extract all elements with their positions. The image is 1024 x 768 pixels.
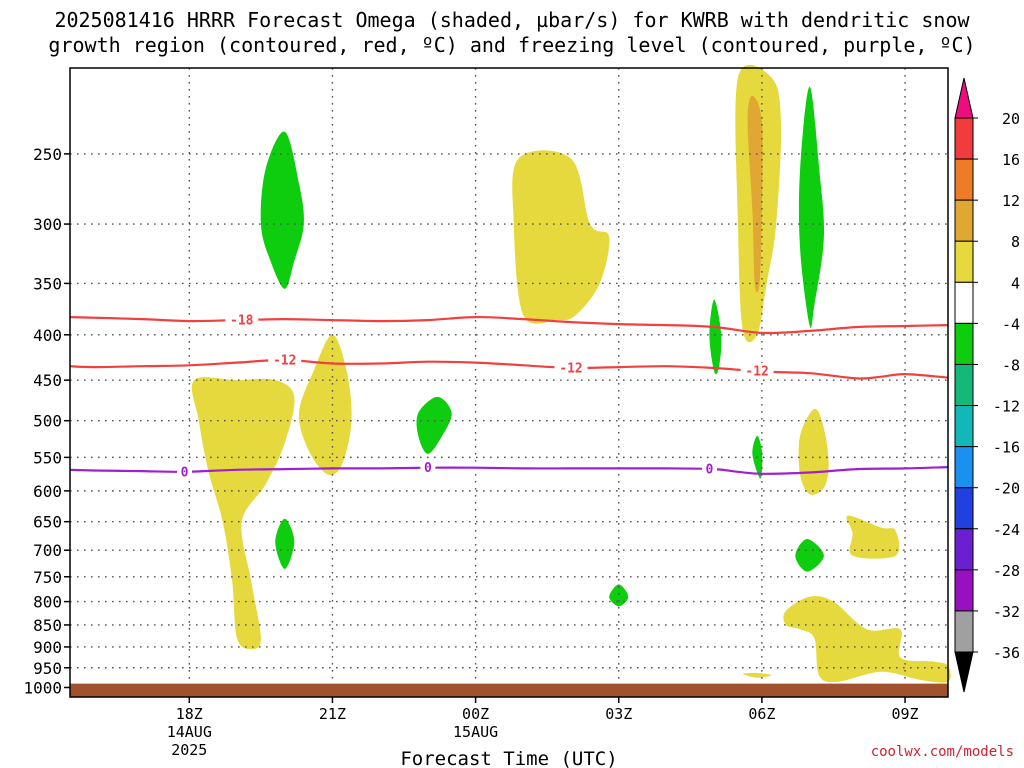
contour-label: 0 (705, 463, 713, 478)
x-tick-label: 03Z (605, 705, 632, 723)
contour-label: 0 (424, 461, 432, 476)
colorbar-swatch (954, 363, 974, 407)
omega-region (798, 86, 825, 328)
contour-label-bg (554, 359, 588, 376)
ground-band (70, 683, 948, 697)
omega-region (795, 539, 824, 572)
colorbar-top-arrow (954, 77, 974, 119)
y-tick-label: 650 (33, 513, 62, 532)
contour-label-bg (177, 463, 193, 480)
contour-label: 0 (181, 465, 189, 480)
axes: 250 300 350 400 450 500 550 600 650 700 750 800 850 9… (23, 67, 949, 768)
colorbar-label: -24 (993, 521, 1020, 539)
omega-region (709, 299, 722, 375)
contour-line (69, 466, 949, 475)
colorbar-label: 8 (1011, 233, 1020, 251)
colorbar-label: 4 (1011, 274, 1020, 292)
colorbar-bottom-arrow (954, 651, 974, 693)
chart-title: 2025081416 HRRR Forecast Omega (shaded, … (0, 8, 1024, 58)
ground-fill (70, 683, 948, 697)
y-tick-label: 450 (33, 371, 62, 390)
y-tick-label: 950 (33, 659, 62, 678)
colorbar-label: -16 (993, 439, 1020, 457)
colorbar-label: 20 (1002, 110, 1020, 128)
colorbar-label: -4 (1002, 315, 1020, 333)
omega-region (742, 672, 772, 678)
y-tick-label: 300 (33, 215, 62, 234)
y-tick-label: 700 (33, 541, 62, 560)
omega-region (191, 377, 295, 650)
contour-label-bg (420, 459, 436, 476)
y-tick-label: 250 (33, 145, 62, 164)
y-tick-label: 850 (33, 616, 62, 635)
contour-line (69, 358, 949, 380)
colorbar-swatch (954, 158, 974, 201)
x-tick-label: 09Z (892, 705, 919, 723)
omega-region (512, 150, 610, 324)
omega-region (275, 518, 295, 569)
x-tick-label: 06Z (748, 705, 775, 723)
colorbar-label: -12 (993, 398, 1020, 416)
colorbar-label: -36 (993, 644, 1020, 662)
omega-region (846, 515, 900, 559)
x-tick-label: 21Z (319, 705, 346, 723)
colorbar-label: -8 (1002, 356, 1020, 374)
contour-label: -12 (745, 365, 768, 380)
omega-region (416, 396, 452, 454)
omega-region (298, 334, 352, 476)
y-tick-label: 750 (33, 568, 62, 587)
colorbar-swatch (954, 528, 974, 571)
chart-title-line2: growth region (contoured, red, ºC) and f… (48, 33, 976, 57)
y-tick-label: 500 (33, 412, 62, 431)
colorbar-label: 12 (1002, 192, 1020, 210)
colorbar-swatch (954, 569, 974, 612)
x-tick-date: 15AUG (453, 723, 498, 741)
contour-label-bg (268, 351, 302, 368)
colorbar-swatch (954, 405, 974, 448)
contour-label-bg (225, 311, 259, 328)
contour-label: -12 (559, 361, 582, 376)
credit-text: coolwx.com/models (870, 744, 1014, 760)
contour-label-bg (740, 363, 774, 380)
omega-region (747, 95, 763, 293)
y-tick-label: 1000 (23, 678, 62, 697)
colorbar-swatch (954, 487, 974, 530)
y-tick-label: 900 (33, 638, 62, 657)
y-tick-label: 550 (33, 448, 62, 467)
colorbar-swatch (954, 446, 974, 489)
contour-label: -18 (230, 313, 254, 328)
x-tick-year: 2025 (171, 741, 207, 759)
chart-title-line1: 2025081416 HRRR Forecast Omega (shaded, … (54, 8, 970, 32)
omega-shading (191, 64, 951, 683)
omega-region (260, 131, 304, 289)
x-tick-label: 00Z (462, 705, 489, 723)
colorbar-label: -28 (993, 562, 1020, 580)
colorbar-label: 16 (1002, 151, 1020, 169)
colorbar: 20 16 12 8 4 -4 -8 -12 -16 -20 -24 -28 -32 -36 (954, 77, 1020, 693)
omega-region (609, 584, 629, 607)
colorbar-swatch (954, 610, 974, 653)
omega-region (798, 408, 829, 495)
contour-line (69, 315, 949, 335)
contours: -18 -12 -12 -12 0 0 0 (69, 311, 949, 480)
colorbar-label: -20 (993, 480, 1020, 498)
x-tick-date: 14AUG (167, 723, 212, 741)
y-tick-label: 600 (33, 482, 62, 501)
x-axis-label: Forecast Time (UTC) (400, 748, 617, 768)
y-tick-label: 400 (33, 326, 62, 345)
y-tick-label: 350 (33, 274, 62, 293)
omega-region (783, 596, 951, 683)
contour-label: -12 (273, 353, 296, 368)
y-tick-label: 800 (33, 593, 62, 612)
plot-frame (69, 67, 949, 698)
colorbar-label: -32 (993, 603, 1020, 621)
colorbar-swatch (954, 199, 974, 242)
colorbar-swatch (954, 240, 974, 283)
colorbar-swatch (954, 117, 974, 160)
colorbar-swatch (954, 281, 974, 324)
colorbar-swatch (954, 322, 974, 365)
contour-label-bg (701, 461, 717, 478)
x-tick-label: 18Z (176, 705, 203, 723)
